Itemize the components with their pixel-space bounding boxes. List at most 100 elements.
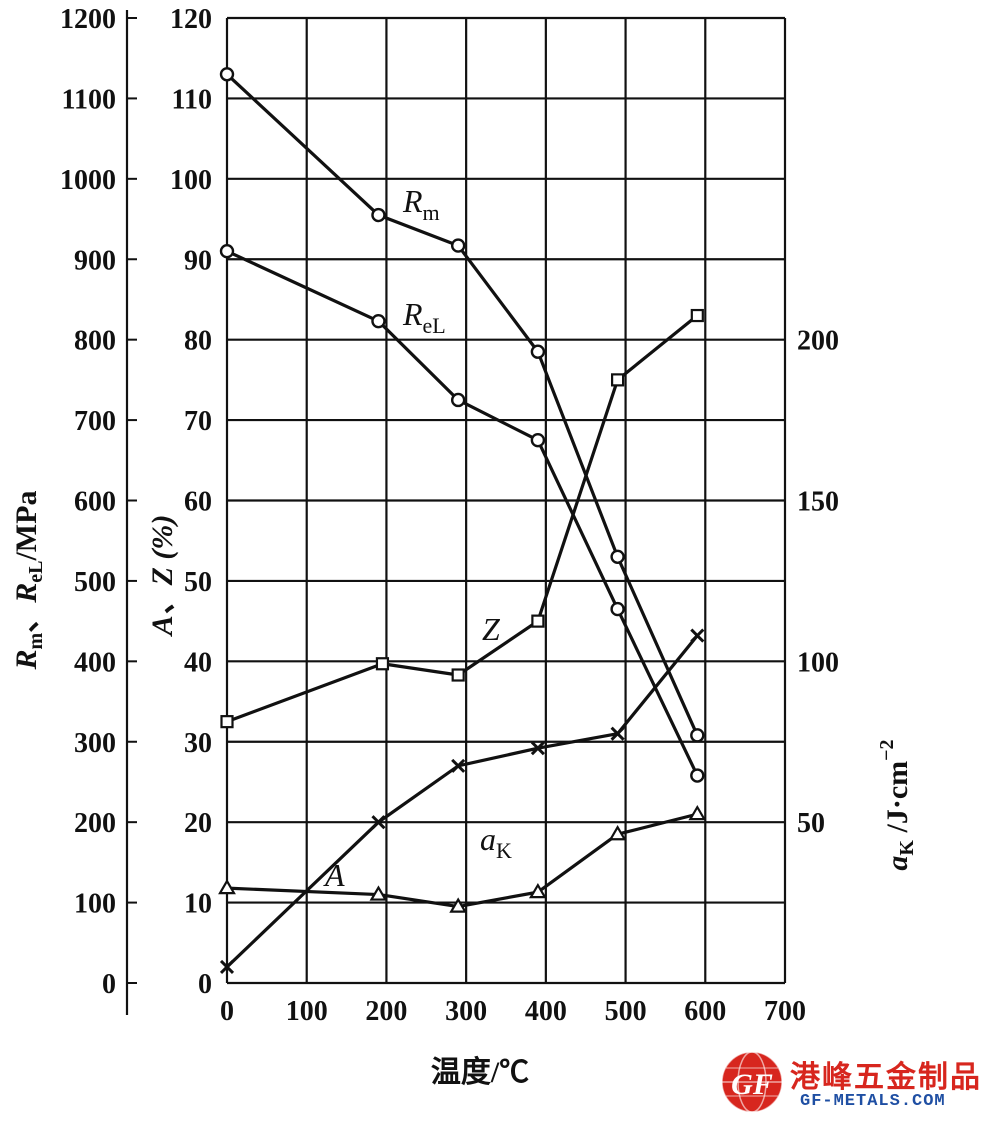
right-tick-label: 200: [797, 326, 839, 357]
data-point-rel: [690, 768, 705, 783]
data-point-rm: [450, 238, 466, 253]
data-point-rm: [219, 67, 235, 82]
x-tick-label: 500: [605, 996, 647, 1027]
x-tick-label: 200: [365, 996, 407, 1027]
x-tick-label: 300: [445, 996, 487, 1027]
data-point-rm: [371, 207, 386, 223]
left-inner-tick-label: 110: [172, 84, 212, 115]
x-tick-label: 600: [684, 996, 726, 1027]
axes: [125, 10, 137, 1015]
left-outer-tick-label: 200: [74, 808, 116, 839]
left-outer-title-r1-sub: m: [25, 632, 47, 649]
globe-logo-icon: GF: [721, 1051, 783, 1113]
left-inner-tick-label: 50: [184, 567, 212, 598]
left-inner-tick-label: 90: [184, 245, 212, 276]
left-outer-title-r2-sub: eL: [25, 561, 47, 583]
left-outer-title-r1: R: [10, 649, 43, 670]
data-point-ak: [219, 959, 235, 974]
data-point-ak: [610, 726, 625, 741]
data-point-rel: [219, 244, 235, 259]
right-title-exp: −2: [876, 739, 898, 760]
left-inner-axis-title: A、Z (%): [146, 515, 179, 638]
left-inner-tick-label: 40: [184, 647, 212, 678]
series-label-a: A: [323, 857, 345, 893]
x-tick-label: 100: [286, 996, 328, 1027]
series-layer: [218, 67, 707, 974]
left-outer-tick-label: 800: [74, 326, 116, 357]
series-label-rm: Rm: [402, 183, 440, 225]
series-label-ak: aK: [480, 821, 512, 863]
x-tick-label: 400: [525, 996, 567, 1027]
left-outer-tick-label: 1000: [60, 165, 116, 196]
right-title-unit: /J·cm: [881, 761, 914, 840]
data-point-z: [690, 308, 704, 323]
left-inner-tick-label: 120: [170, 4, 212, 35]
logo-letters: GF: [731, 1068, 773, 1101]
left-outer-axis-title: Rm、ReL/MPa: [10, 491, 47, 671]
data-point-ak: [371, 815, 386, 830]
x-tick-label: 700: [764, 996, 806, 1027]
data-point-z: [451, 668, 465, 682]
left-inner-tick-label: 70: [184, 406, 212, 437]
data-point-ak: [690, 628, 705, 643]
data-point-rel: [371, 313, 386, 329]
right-axis-title: aK /J·cm−2: [876, 739, 918, 870]
data-point-a: [528, 882, 547, 899]
data-point-z: [610, 373, 625, 387]
data-point-rm: [610, 549, 625, 564]
left-outer-tick-label: 900: [74, 245, 116, 276]
right-title-a: a: [881, 856, 914, 871]
x-axis-title: 温度/℃: [431, 1056, 529, 1089]
data-point-rm: [530, 344, 546, 359]
left-inner-tick-label: 10: [184, 889, 212, 920]
series-line-ak: [225, 634, 699, 969]
left-inner-tick-label: 20: [184, 808, 212, 839]
data-point-rel: [610, 601, 625, 617]
left-outer-tick-label: 600: [74, 487, 116, 518]
left-outer-title-unit: /MPa: [10, 491, 43, 562]
left-outer-tick-label: 300: [74, 728, 116, 759]
left-outer-tick-label: 100: [74, 889, 116, 920]
left-outer-tick-label: 400: [74, 647, 116, 678]
watermark-company-name: 港峰五金制品: [790, 1060, 982, 1095]
data-point-a: [218, 878, 236, 895]
left-outer-tick-label: 0: [102, 969, 116, 1000]
left-inner-tick-label: 100: [170, 165, 212, 196]
watermark-website: GF-METALS.COM: [800, 1092, 946, 1111]
data-point-z: [375, 657, 390, 671]
series-label-rel: ReL: [402, 296, 446, 338]
x-tick-label: 0: [220, 996, 234, 1027]
tick-labels: 0100200300400500600700800900100011001200…: [60, 4, 839, 1027]
data-point-rm: [690, 728, 705, 743]
data-point-ak: [530, 741, 545, 756]
left-inner-tick-label: 0: [198, 969, 212, 1000]
left-outer-tick-label: 700: [74, 406, 116, 437]
left-outer-title-sep: 、: [10, 603, 43, 633]
right-title-a-sub: K: [896, 840, 918, 856]
left-inner-tick-label: 80: [184, 326, 212, 357]
data-point-z: [220, 715, 234, 729]
series-line-a: [226, 812, 698, 909]
data-point-ak: [451, 758, 466, 773]
data-point-z: [531, 614, 545, 628]
right-tick-label: 50: [797, 808, 825, 839]
series-line-z: [226, 314, 699, 724]
data-point-rel: [450, 392, 466, 408]
series-labels: Rm ReL Z AaK: [323, 183, 512, 893]
left-outer-tick-label: 1100: [62, 84, 116, 115]
left-inner-tick-label: 60: [184, 487, 212, 518]
watermark: GF 港峰五金制品 GF-METALS.COM: [718, 1048, 998, 1118]
left-inner-tick-label: 30: [184, 728, 212, 759]
data-point-rel: [530, 432, 546, 448]
grid: [225, 16, 787, 985]
data-point-a: [608, 825, 627, 841]
left-outer-title-r2: R: [10, 583, 43, 604]
left-outer-tick-label: 500: [74, 567, 116, 598]
series-line-rel: [226, 249, 699, 777]
series-line-rm: [225, 73, 699, 736]
left-outer-tick-label: 1200: [60, 4, 116, 35]
right-tick-label: 150: [797, 487, 839, 518]
series-label-z: Z: [482, 611, 501, 647]
data-point-a: [369, 885, 388, 901]
